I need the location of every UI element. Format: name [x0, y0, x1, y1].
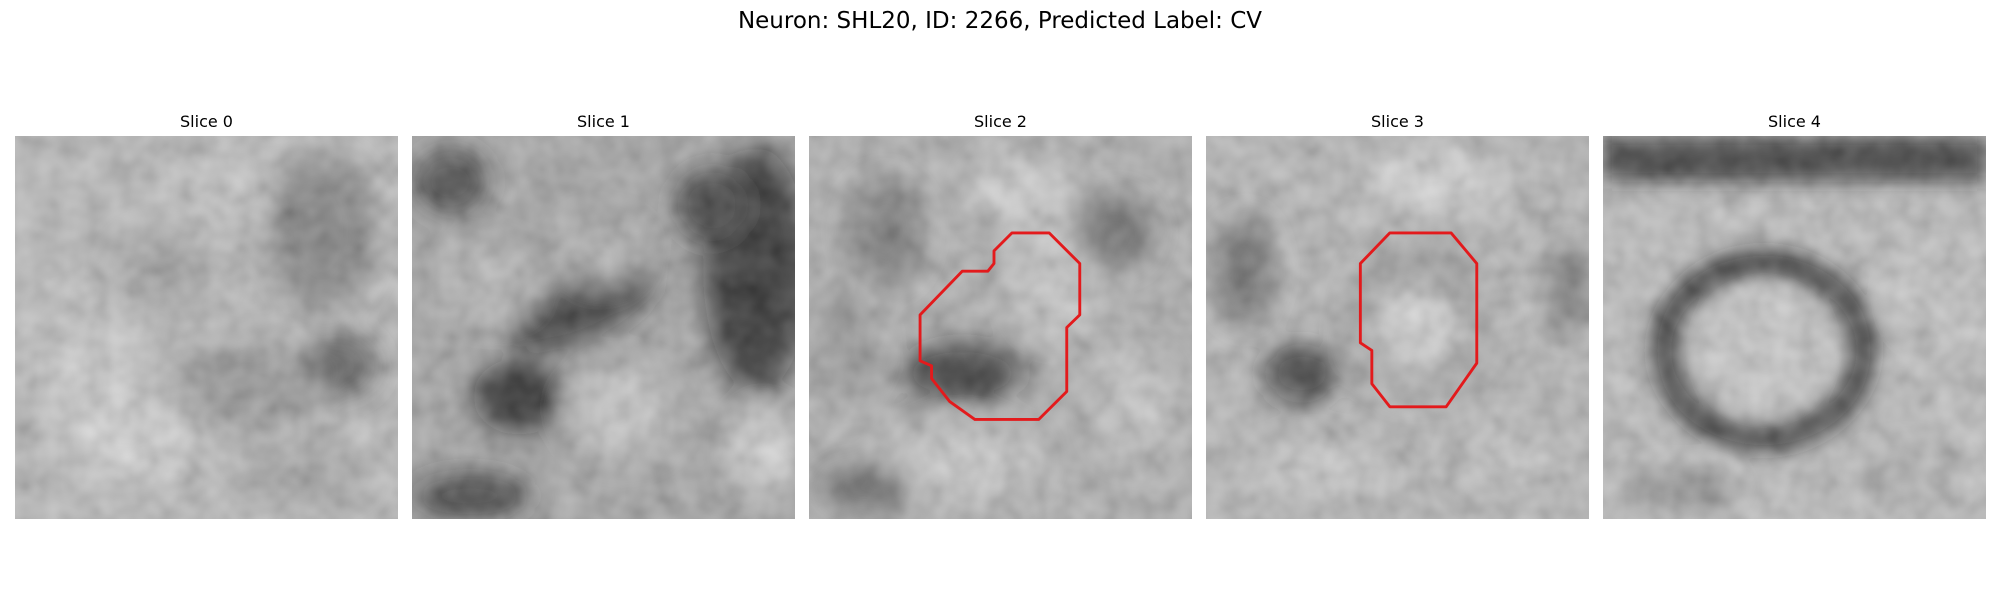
slice-panel-3: Slice 3	[1206, 108, 1589, 519]
contour-outline-2	[918, 231, 1082, 421]
contour-outline-3-final	[1358, 231, 1479, 409]
slice-panel-4: Slice 4	[1603, 108, 1986, 519]
slice-title-0: Slice 0	[180, 112, 233, 131]
slice-panel-0: Slice 0	[15, 108, 398, 519]
slice-panel-2: Slice 2	[809, 108, 1192, 519]
slice-title-4: Slice 4	[1768, 112, 1821, 131]
slice-image-1	[412, 136, 795, 519]
slice-image-2	[809, 136, 1192, 519]
slice-panel-1: Slice 1	[412, 108, 795, 519]
slice-image-3	[1206, 136, 1589, 519]
slice-title-3: Slice 3	[1371, 112, 1424, 131]
slice-image-4	[1603, 136, 1986, 519]
slice-image-0	[15, 136, 398, 519]
slice-title-1: Slice 1	[577, 112, 630, 131]
figure-title: Neuron: SHL20, ID: 2266, Predicted Label…	[737, 8, 1263, 34]
slice-title-2: Slice 2	[974, 112, 1027, 131]
